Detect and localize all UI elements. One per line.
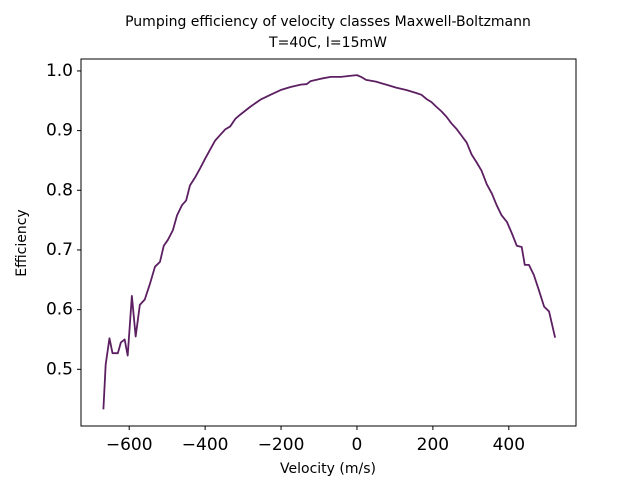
y-tick-label: 0.8 <box>46 180 73 200</box>
data-line <box>102 74 556 410</box>
y-tick-label: 1.0 <box>46 61 73 81</box>
y-tick-label: 0.9 <box>46 121 73 141</box>
chart-subtitle: T=40C, I=15mW <box>268 35 387 51</box>
x-tick-label: −400 <box>182 435 229 455</box>
y-tick-label: 0.6 <box>46 300 73 320</box>
chart-title: Pumping efficiency of velocity classes M… <box>125 14 531 30</box>
y-tick-label: 0.5 <box>46 359 73 379</box>
x-tick-label: 0 <box>352 435 363 455</box>
y-tick-label: 0.7 <box>46 240 73 260</box>
x-axis-label: Velocity (m/s) <box>280 461 376 477</box>
x-tick-label: 400 <box>493 435 525 455</box>
x-tick-label: 200 <box>417 435 449 455</box>
y-axis-label: Efficiency <box>14 209 30 276</box>
x-tick-label: −600 <box>106 435 153 455</box>
x-tick-label: −200 <box>258 435 305 455</box>
plot-frame <box>80 58 577 427</box>
